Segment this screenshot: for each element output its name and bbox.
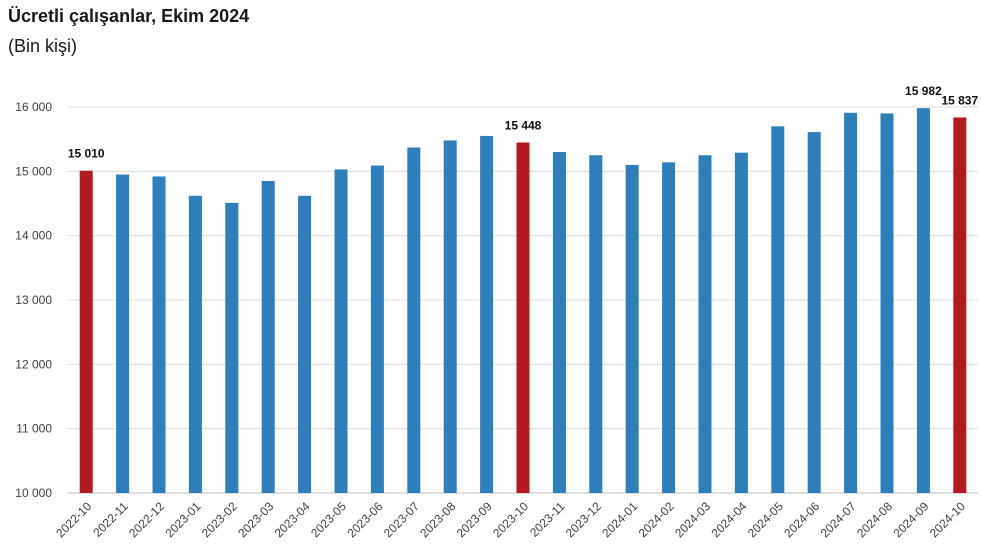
bar-2023-06 bbox=[370, 165, 384, 493]
y-tick-label: 15 000 bbox=[15, 164, 52, 178]
bar-2024-10 bbox=[953, 117, 967, 494]
data-label-2023-10: 15 448 bbox=[505, 119, 542, 133]
bar-2024-06 bbox=[807, 132, 821, 493]
bar-2024-05 bbox=[771, 126, 785, 494]
bar-2024-04 bbox=[734, 152, 748, 493]
bar-2024-09 bbox=[916, 108, 930, 494]
bar-2023-04 bbox=[298, 195, 312, 493]
bar-2022-12 bbox=[152, 176, 166, 494]
y-tick-label: 13 000 bbox=[15, 293, 52, 307]
bars bbox=[79, 108, 967, 494]
bar-2024-07 bbox=[844, 112, 858, 493]
y-axis: 10 000 11 000 12 000 13 000 14 000 15 000 16 0… bbox=[15, 100, 52, 500]
bar-2023-11 bbox=[552, 152, 566, 494]
y-tick-label: 14 000 bbox=[15, 229, 52, 243]
x-tick-label: 2024-10 bbox=[927, 499, 968, 540]
x-axis: 2022-102022-112022-122023-012023-022023-… bbox=[53, 499, 968, 540]
y-tick-label: 16 000 bbox=[15, 100, 52, 114]
x-tick-label: 2023-12 bbox=[563, 499, 604, 540]
x-tick-label: 2024-05 bbox=[745, 499, 786, 540]
y-tick-label: 12 000 bbox=[15, 357, 52, 371]
x-tick-label: 2024-09 bbox=[890, 499, 931, 540]
x-tick-label: 2024-01 bbox=[599, 499, 640, 540]
chart-subtitle: (Bin kişi) bbox=[8, 36, 78, 56]
x-tick-label: 2023-02 bbox=[199, 499, 240, 540]
x-tick-label: 2022-10 bbox=[53, 499, 94, 540]
x-tick-label: 2023-05 bbox=[308, 499, 349, 540]
x-tick-label: 2022-11 bbox=[90, 499, 131, 540]
x-tick-label: 2022-12 bbox=[126, 499, 167, 540]
x-tick-label: 2023-01 bbox=[162, 499, 203, 540]
bar-2023-03 bbox=[261, 180, 275, 493]
x-tick-label: 2023-11 bbox=[527, 499, 568, 540]
x-tick-label: 2024-02 bbox=[636, 499, 677, 540]
bar-2023-12 bbox=[589, 155, 603, 493]
data-label-2022-10: 15 010 bbox=[68, 147, 105, 161]
chart-title: Ücretli çalışanlar, Ekim 2024 bbox=[8, 6, 250, 26]
bar-2023-05 bbox=[334, 169, 348, 494]
x-tick-label: 2023-07 bbox=[381, 499, 422, 540]
bar-2022-10 bbox=[79, 170, 93, 493]
bar-2023-07 bbox=[407, 147, 421, 493]
x-tick-label: 2023-03 bbox=[235, 499, 276, 540]
x-tick-label: 2024-07 bbox=[818, 499, 859, 540]
bar-2023-01 bbox=[188, 195, 202, 493]
x-tick-label: 2023-06 bbox=[344, 499, 385, 540]
bar-2024-08 bbox=[880, 113, 894, 493]
data-label-2024-09: 15 982 bbox=[905, 84, 942, 98]
bar-2024-02 bbox=[662, 162, 676, 493]
y-tick-label: 11 000 bbox=[16, 422, 52, 436]
data-label-2024-10: 15 837 bbox=[941, 93, 978, 107]
bar-2023-10 bbox=[516, 142, 530, 493]
x-tick-label: 2023-10 bbox=[490, 499, 531, 540]
x-tick-label: 2024-04 bbox=[708, 499, 749, 540]
x-tick-label: 2024-08 bbox=[854, 499, 895, 540]
bar-2023-09 bbox=[480, 135, 494, 493]
x-tick-label: 2023-08 bbox=[417, 499, 458, 540]
bar-2022-11 bbox=[116, 174, 130, 494]
bar-2024-01 bbox=[625, 164, 639, 493]
x-tick-label: 2023-04 bbox=[272, 499, 313, 540]
bar-2023-02 bbox=[225, 202, 239, 493]
y-tick-label: 10 000 bbox=[15, 486, 52, 500]
x-tick-label: 2024-03 bbox=[672, 499, 713, 540]
x-tick-label: 2024-06 bbox=[781, 499, 822, 540]
bar-2024-03 bbox=[698, 155, 712, 493]
x-tick-label: 2023-09 bbox=[454, 499, 495, 540]
bar-2023-08 bbox=[443, 140, 457, 493]
